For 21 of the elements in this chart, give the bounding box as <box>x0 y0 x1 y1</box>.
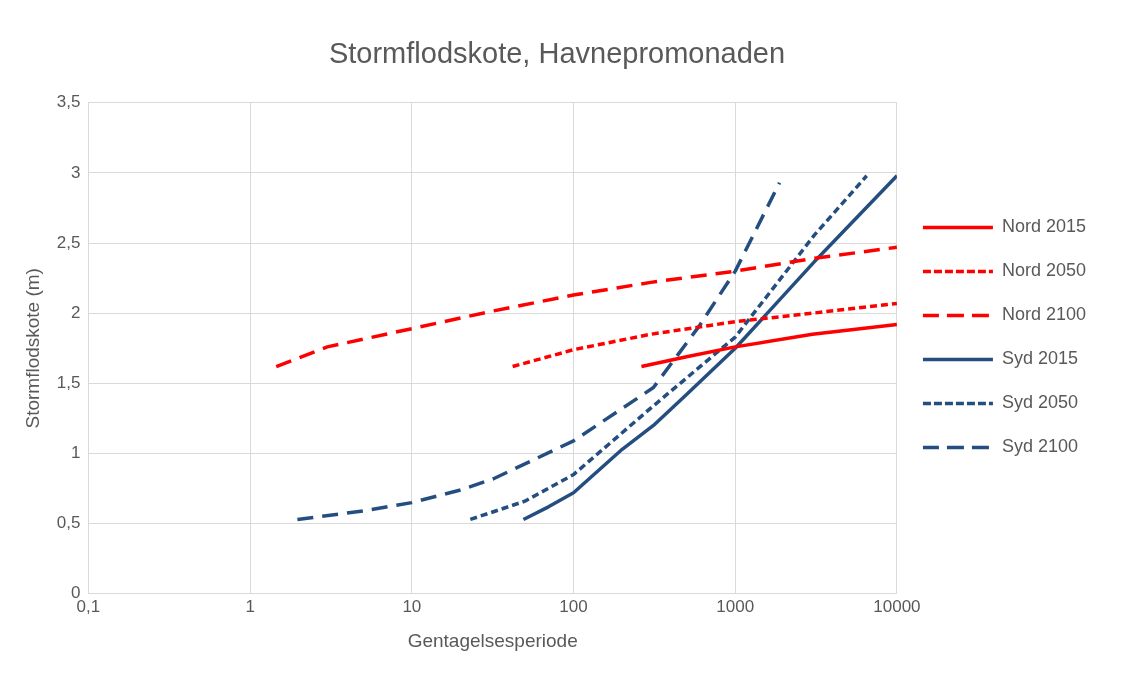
y-tick-label: 1 <box>70 443 81 463</box>
x-tick-label: 100 <box>559 596 588 616</box>
y-tick-label: 2 <box>70 302 81 322</box>
y-tick-label: 3,5 <box>56 92 81 112</box>
legend-label: Syd 2050 <box>1001 392 1078 413</box>
x-tick-label: 1 <box>245 596 255 616</box>
legend-label: Nord 2015 <box>1001 216 1086 237</box>
legend-label: Syd 2100 <box>1001 436 1078 457</box>
chart-title: Stormflodskote, Havnepromonaden <box>328 37 786 70</box>
legend-label: Nord 2100 <box>1001 304 1086 325</box>
y-tick-label: 2,5 <box>56 232 81 252</box>
y-tick-label: 1,5 <box>56 373 81 393</box>
y-axis-title: Stormflodskote (m) <box>21 268 43 429</box>
x-tick-label: 10 <box>402 596 422 616</box>
legend-label: Syd 2015 <box>1001 348 1078 369</box>
x-axis-title: Gentagelsesperiode <box>407 629 578 651</box>
y-tick-label: 0,5 <box>56 513 81 533</box>
y-tick-label: 3 <box>70 162 81 182</box>
x-tick-label: 10000 <box>873 596 921 616</box>
legend-label: Nord 2050 <box>1001 260 1086 281</box>
x-tick-label: 1000 <box>716 596 755 616</box>
